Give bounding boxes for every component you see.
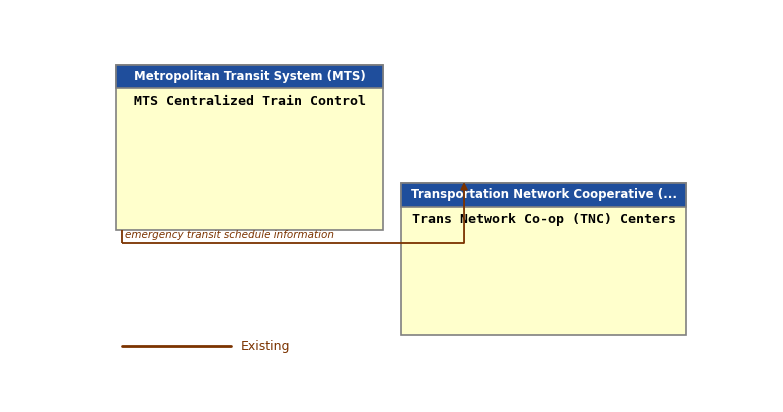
Bar: [402, 183, 687, 335]
Text: emergency transit schedule information: emergency transit schedule information: [125, 230, 334, 241]
Text: Metropolitan Transit System (MTS): Metropolitan Transit System (MTS): [134, 70, 366, 83]
Bar: [402, 183, 687, 207]
Text: Transportation Network Cooperative (...: Transportation Network Cooperative (...: [411, 188, 677, 201]
Bar: [116, 65, 383, 89]
Text: MTS Centralized Train Control: MTS Centralized Train Control: [134, 95, 366, 108]
Bar: [116, 66, 383, 230]
Text: Trans Network Co-op (TNC) Centers: Trans Network Co-op (TNC) Centers: [412, 213, 676, 226]
Text: Existing: Existing: [240, 339, 290, 353]
